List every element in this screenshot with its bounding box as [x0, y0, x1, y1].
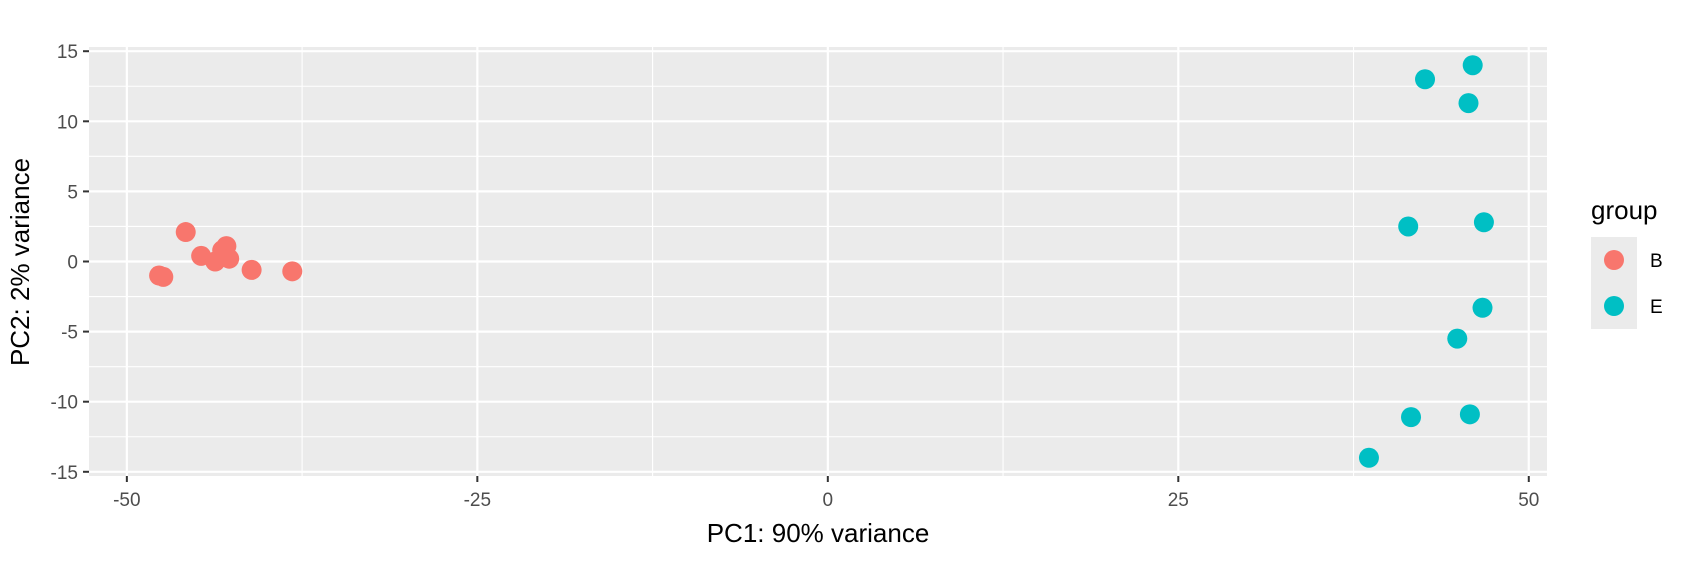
legend-title: group: [1591, 195, 1658, 225]
data-point-e: [1472, 297, 1493, 318]
x-axis-title: PC1: 90% variance: [707, 518, 930, 548]
data-point-e: [1415, 69, 1436, 90]
x-tick-label: 50: [1518, 490, 1539, 511]
x-tick-label: -25: [464, 490, 491, 511]
y-tick-label: 5: [67, 182, 78, 203]
legend-key-b: [1604, 250, 1624, 270]
data-point-e: [1447, 328, 1468, 349]
data-point-e: [1458, 93, 1479, 114]
data-point-e: [1462, 55, 1483, 76]
data-points: [149, 55, 1494, 468]
data-point-e: [1473, 212, 1494, 233]
y-axis-tick-labels: -15 -10 -5 0 5 10 15: [51, 42, 78, 484]
y-tick-label: 15: [57, 42, 78, 63]
data-point-e: [1358, 447, 1379, 468]
data-point-b: [241, 259, 262, 280]
major-gridlines: [89, 47, 1547, 476]
y-tick-label: -5: [61, 323, 78, 344]
y-tick-label: -10: [51, 393, 78, 414]
legend-key-e: [1604, 296, 1624, 316]
legend-label-e: E: [1650, 297, 1663, 318]
data-point-b: [282, 261, 303, 282]
data-point-b: [175, 222, 196, 243]
x-axis-tick-labels: -50 -25 0 25 50: [113, 490, 1539, 511]
legend-label-b: B: [1650, 251, 1663, 272]
y-axis-title: PC2: 2% variance: [5, 158, 35, 366]
x-tick-label: 25: [1168, 490, 1189, 511]
y-tick-label: -15: [51, 463, 78, 484]
data-point-e: [1401, 407, 1422, 428]
data-point-e: [1459, 404, 1480, 425]
data-point-b: [153, 266, 174, 287]
data-point-b: [219, 248, 240, 269]
axis-ticks: [83, 50, 1530, 482]
data-point-e: [1398, 216, 1419, 237]
legend: group B E: [1591, 195, 1663, 329]
x-tick-label: -50: [113, 490, 140, 511]
y-tick-label: 0: [67, 253, 78, 274]
x-tick-label: 0: [823, 490, 834, 511]
y-tick-label: 10: [57, 112, 78, 133]
